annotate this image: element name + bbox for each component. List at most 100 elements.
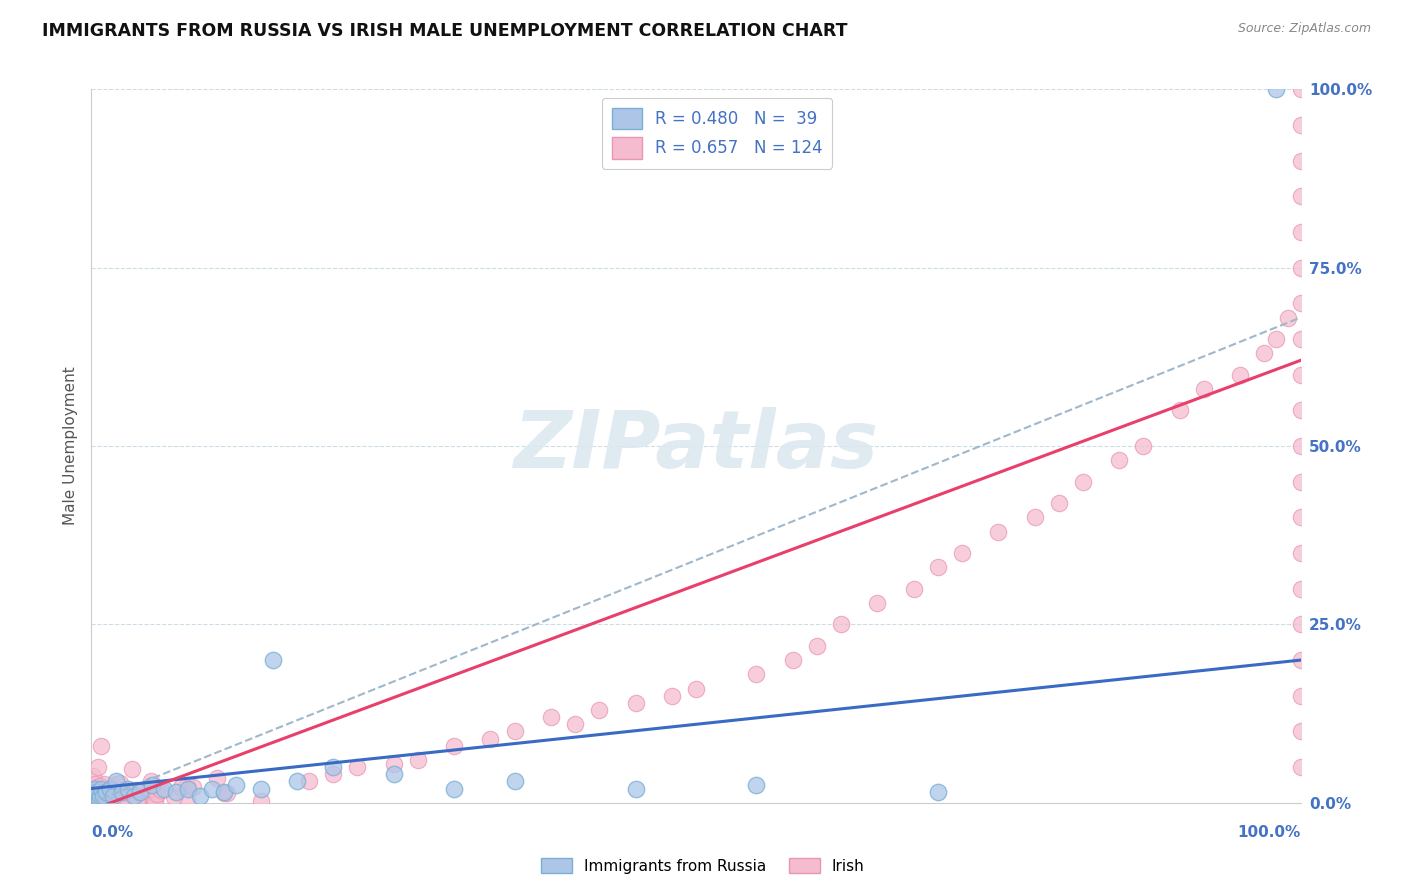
Point (866, 596, 889, 610)
Y-axis label: Male Unemployment: Male Unemployment (62, 367, 77, 525)
Point (89, 779, 111, 793)
Point (503, 774, 526, 789)
Point (1289, 225, 1312, 239)
Point (91, 786, 114, 800)
Point (89, 793, 111, 807)
Point (163, 790, 186, 805)
Point (89, 793, 111, 807)
Legend: Immigrants from Russia, Irish: Immigrants from Russia, Irish (536, 852, 870, 880)
Point (170, 780, 193, 794)
Point (1277, 310, 1299, 325)
Point (84, 781, 107, 796)
Point (564, 717, 586, 731)
Point (84, 784, 107, 798)
Point (165, 785, 187, 799)
Point (110, 775, 132, 789)
Point (1253, 346, 1275, 360)
Point (84, 792, 107, 806)
Point (176, 778, 198, 792)
Point (1289, 689, 1312, 703)
Point (127, 794, 149, 808)
Point (93, 789, 115, 803)
Point (1265, 332, 1288, 346)
Point (93, 792, 115, 806)
Point (217, 786, 239, 800)
Point (83, 785, 105, 799)
Point (201, 781, 224, 796)
Point (141, 778, 163, 792)
Point (86, 780, 108, 794)
Point (205, 771, 228, 785)
Text: 100.0%: 100.0% (1237, 825, 1301, 840)
Point (104, 774, 127, 789)
Point (1289, 260, 1312, 275)
Point (139, 782, 162, 797)
Point (146, 787, 169, 801)
Point (212, 786, 235, 800)
Point (745, 667, 768, 681)
Point (1289, 653, 1312, 667)
Point (1289, 510, 1312, 524)
Point (110, 791, 132, 805)
Point (84, 789, 107, 803)
Point (406, 753, 429, 767)
Point (117, 786, 139, 800)
Point (100, 781, 122, 796)
Point (98, 794, 121, 808)
Point (125, 793, 148, 807)
Point (176, 793, 198, 807)
Point (82, 769, 104, 783)
Point (94, 785, 117, 799)
Point (82, 794, 104, 808)
Point (214, 785, 236, 799)
Point (118, 788, 141, 802)
Point (1229, 368, 1251, 382)
Point (806, 639, 828, 653)
Point (1265, 82, 1288, 96)
Point (262, 653, 284, 667)
Point (285, 774, 308, 789)
Point (830, 617, 852, 632)
Point (987, 524, 1010, 539)
Point (624, 781, 647, 796)
Point (950, 546, 973, 560)
Point (382, 767, 405, 781)
Point (86, 759, 108, 773)
Point (443, 781, 465, 796)
Point (83, 789, 105, 803)
Point (1289, 760, 1312, 774)
Point (98, 781, 121, 796)
Point (1289, 153, 1312, 168)
Point (104, 794, 127, 808)
Point (1024, 510, 1046, 524)
Text: ZIPatlas: ZIPatlas (513, 407, 879, 485)
Point (100, 785, 122, 799)
Point (84, 777, 107, 791)
Point (142, 792, 165, 806)
Point (141, 773, 163, 788)
Point (188, 789, 211, 803)
Point (87, 789, 110, 803)
Text: 0.0%: 0.0% (91, 825, 134, 840)
Point (1047, 496, 1070, 510)
Point (346, 760, 368, 774)
Point (111, 783, 134, 797)
Point (1289, 546, 1312, 560)
Point (104, 788, 127, 802)
Point (122, 789, 145, 803)
Legend: R = 0.480   N =  39, R = 0.657   N = 124: R = 0.480 N = 39, R = 0.657 N = 124 (602, 97, 832, 169)
Point (1168, 403, 1191, 417)
Point (479, 731, 502, 746)
Point (1192, 382, 1215, 396)
Point (1289, 724, 1312, 739)
Text: Source: ZipAtlas.com: Source: ZipAtlas.com (1237, 22, 1371, 36)
Point (1289, 403, 1312, 417)
Point (82, 792, 104, 806)
Point (1289, 82, 1312, 96)
Point (443, 739, 465, 753)
Point (661, 689, 683, 703)
Point (145, 780, 167, 795)
Point (93, 784, 115, 798)
Point (125, 782, 148, 797)
Point (782, 653, 804, 667)
